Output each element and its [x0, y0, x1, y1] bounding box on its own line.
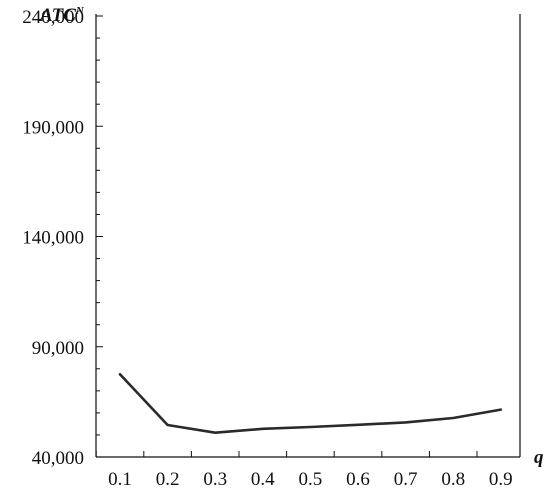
ticks	[95, 15, 478, 458]
y-axis-title: ATCN	[39, 5, 85, 26]
y-tick-label: 240,000	[22, 7, 84, 28]
x-tick-label: 0.4	[251, 469, 275, 490]
y-tick-label: 40,000	[32, 448, 84, 469]
x-tick-label: 0.8	[441, 469, 465, 490]
x-tick-label: 0.1	[108, 469, 132, 490]
y-axis-title-superscript: N	[75, 5, 85, 17]
y-axis-title-main: ATC	[39, 5, 76, 26]
x-tick-label: 0.6	[346, 469, 370, 490]
x-axis-title: q	[534, 447, 544, 468]
series-line	[118, 372, 503, 435]
axes	[95, 14, 521, 458]
x-tick-label: 0.2	[156, 469, 180, 490]
y-tick-label: 90,000	[32, 338, 84, 359]
x-tick-label: 0.7	[394, 469, 418, 490]
series	[118, 372, 503, 435]
tick-labels: 40,000 90,000 140,000 190,000 240,000 0.1 0.2 0…	[22, 7, 512, 490]
y-tick-label: 190,000	[22, 117, 84, 138]
y-tick-label: 140,000	[22, 228, 84, 249]
x-tick-label: 0.5	[299, 469, 323, 490]
x-tick-label: 0.3	[203, 469, 227, 490]
x-tick-label: 0.9	[489, 469, 513, 490]
